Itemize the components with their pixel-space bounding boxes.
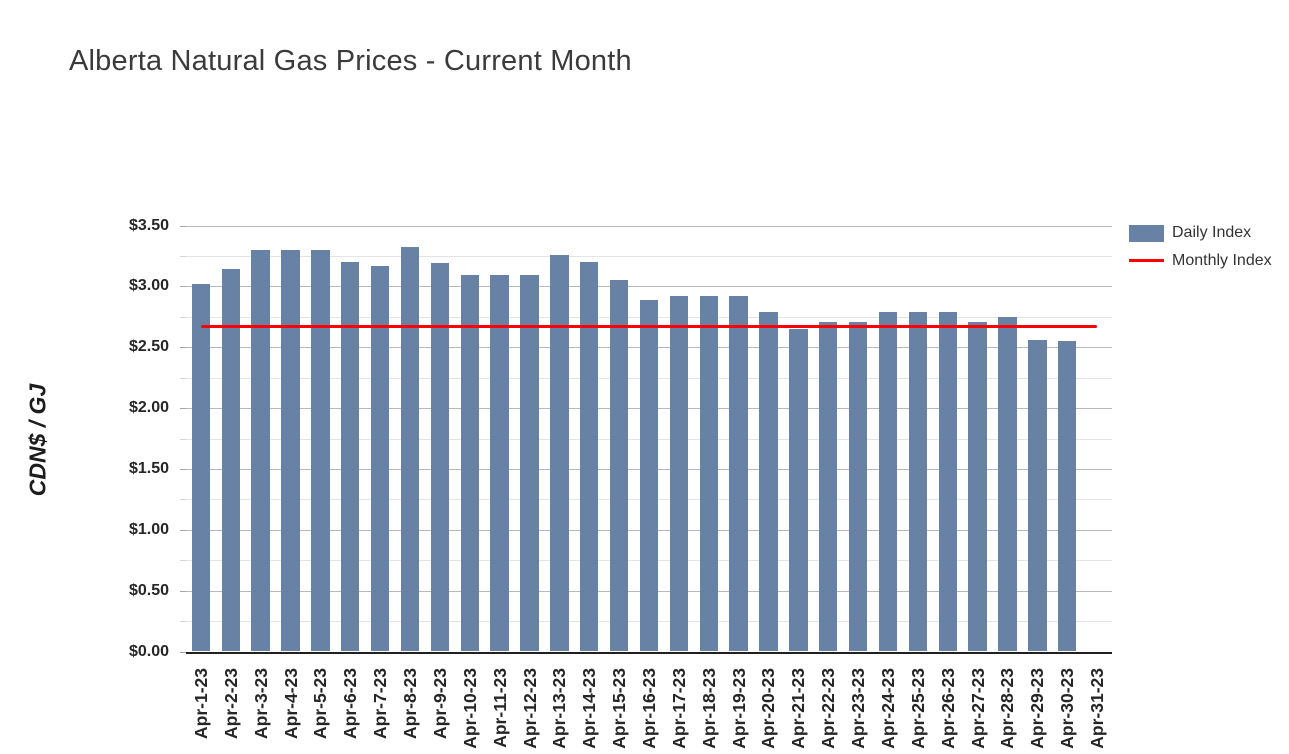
bar-daily-index: [430, 263, 450, 652]
bar-daily-index: [759, 311, 778, 652]
x-axis-tick-label: Apr-23-23: [848, 668, 869, 749]
x-axis-tick-label: Apr-17-23: [668, 668, 689, 749]
major-tick-mark: [179, 590, 186, 592]
major-tick-mark: [179, 468, 186, 470]
bar-daily-index: [699, 296, 718, 652]
bar-daily-index: [281, 249, 300, 652]
bar-daily-index: [311, 249, 330, 652]
legend-label: Daily Index: [1172, 224, 1252, 242]
legend-label: Monthly Index: [1172, 251, 1272, 269]
bar-daily-index: [550, 254, 569, 652]
legend-item: Monthly Index: [1129, 247, 1272, 275]
x-axis-tick-label: Apr-15-23: [609, 668, 630, 749]
x-axis-tick-label: Apr-20-23: [758, 668, 779, 749]
major-tick-mark: [179, 286, 186, 288]
bar-daily-index: [221, 269, 240, 652]
bar-daily-index: [400, 247, 420, 652]
bar-daily-index: [490, 275, 509, 652]
bar-daily-index: [251, 249, 270, 652]
x-axis-tick-label: Apr-8-23: [400, 668, 421, 739]
major-tick-mark: [179, 408, 186, 410]
major-tick-mark: [179, 529, 186, 531]
x-axis-tick-label: Apr-19-23: [728, 668, 749, 749]
major-tick-mark: [179, 347, 186, 349]
x-axis-tick-label: Apr-21-23: [788, 668, 809, 749]
bar-daily-index: [191, 283, 211, 652]
bar-daily-index: [639, 299, 659, 652]
y-axis-tick-label: $0.50: [128, 581, 169, 599]
y-axis-tick-label: $1.00: [128, 520, 169, 538]
monthly-index-line: [200, 325, 1098, 329]
x-axis-tick-label: Apr-2-23: [220, 668, 241, 739]
legend-item: Daily Index: [1129, 220, 1272, 248]
y-axis-tick-label: $2.00: [128, 399, 169, 417]
x-axis-line: [186, 651, 1112, 654]
bar-daily-index: [370, 265, 390, 652]
x-axis-tick-label: Apr-4-23: [280, 668, 301, 739]
x-axis-tick-label: Apr-30-23: [1057, 668, 1078, 749]
bar-daily-index: [729, 296, 748, 652]
x-axis-tick-label: Apr-31-23: [1087, 668, 1108, 749]
x-axis-tick-label: Apr-22-23: [818, 668, 839, 749]
bar-daily-index: [341, 262, 360, 652]
bar-daily-index: [938, 311, 957, 652]
y-axis-tick-label: $3.00: [128, 277, 169, 295]
major-gridline: [186, 225, 1112, 227]
x-axis-tick-label: Apr-13-23: [549, 668, 570, 749]
x-axis-tick-label: Apr-3-23: [250, 668, 271, 739]
bar-daily-index: [580, 262, 599, 652]
bar-daily-index: [848, 321, 868, 652]
legend-bar-swatch: [1129, 224, 1164, 242]
y-axis-tick-label: $3.50: [128, 216, 169, 234]
bar-daily-index: [819, 321, 838, 652]
x-axis-tick-label: Apr-14-23: [579, 668, 600, 749]
legend: Daily Index Monthly Index: [1129, 220, 1272, 275]
minor-tick-mark: [179, 621, 186, 623]
major-tick-mark: [179, 651, 186, 653]
minor-tick-mark: [179, 316, 186, 318]
bar-daily-index: [609, 280, 629, 652]
major-tick-mark: [179, 225, 186, 227]
x-axis-tick-label: Apr-5-23: [310, 668, 331, 739]
minor-gridline: [186, 255, 1112, 257]
x-axis-tick-label: Apr-10-23: [459, 668, 480, 749]
bar-daily-index: [520, 275, 539, 652]
x-axis-tick-label: Apr-25-23: [907, 668, 928, 749]
bar-daily-index: [1057, 341, 1077, 652]
major-gridline: [186, 286, 1112, 288]
y-axis-tick-label: $1.50: [128, 459, 169, 477]
minor-tick-mark: [179, 560, 186, 562]
x-axis-tick-label: Apr-12-23: [519, 668, 540, 749]
bar-daily-index: [1028, 339, 1047, 652]
bar-daily-index: [789, 328, 808, 652]
y-axis-tick-label: $2.50: [128, 338, 169, 356]
minor-tick-mark: [179, 377, 186, 379]
minor-tick-mark: [179, 438, 186, 440]
x-axis-tick-label: Apr-28-23: [997, 668, 1018, 749]
bar-daily-index: [968, 321, 987, 652]
bar-daily-index: [908, 311, 928, 652]
minor-tick-mark: [179, 255, 186, 257]
y-axis-title: CDN$ / GJ: [24, 383, 51, 496]
x-axis-tick-label: Apr-18-23: [698, 668, 719, 749]
x-axis-tick-label: Apr-26-23: [937, 668, 958, 749]
bar-daily-index: [669, 296, 689, 652]
x-axis-tick-label: Apr-1-23: [190, 668, 211, 739]
bar-daily-index: [878, 311, 898, 652]
chart-title: Alberta Natural Gas Prices - Current Mon…: [69, 45, 632, 77]
x-axis-tick-label: Apr-9-23: [429, 668, 450, 739]
x-axis-tick-label: Apr-29-23: [1027, 668, 1048, 749]
x-axis-tick-label: Apr-24-23: [877, 668, 898, 749]
legend-line-swatch: [1129, 259, 1164, 263]
minor-tick-mark: [179, 499, 186, 501]
x-axis-tick-label: Apr-16-23: [639, 668, 659, 749]
x-axis-tick-label: Apr-6-23: [340, 668, 361, 739]
bar-daily-index: [998, 316, 1017, 652]
bar-daily-index: [460, 275, 479, 652]
x-axis-tick-label: Apr-7-23: [370, 668, 391, 739]
y-axis-tick-label: $0.00: [128, 642, 169, 660]
x-axis-tick-label: Apr-11-23: [489, 668, 510, 748]
x-axis-tick-label: Apr-27-23: [967, 668, 988, 749]
